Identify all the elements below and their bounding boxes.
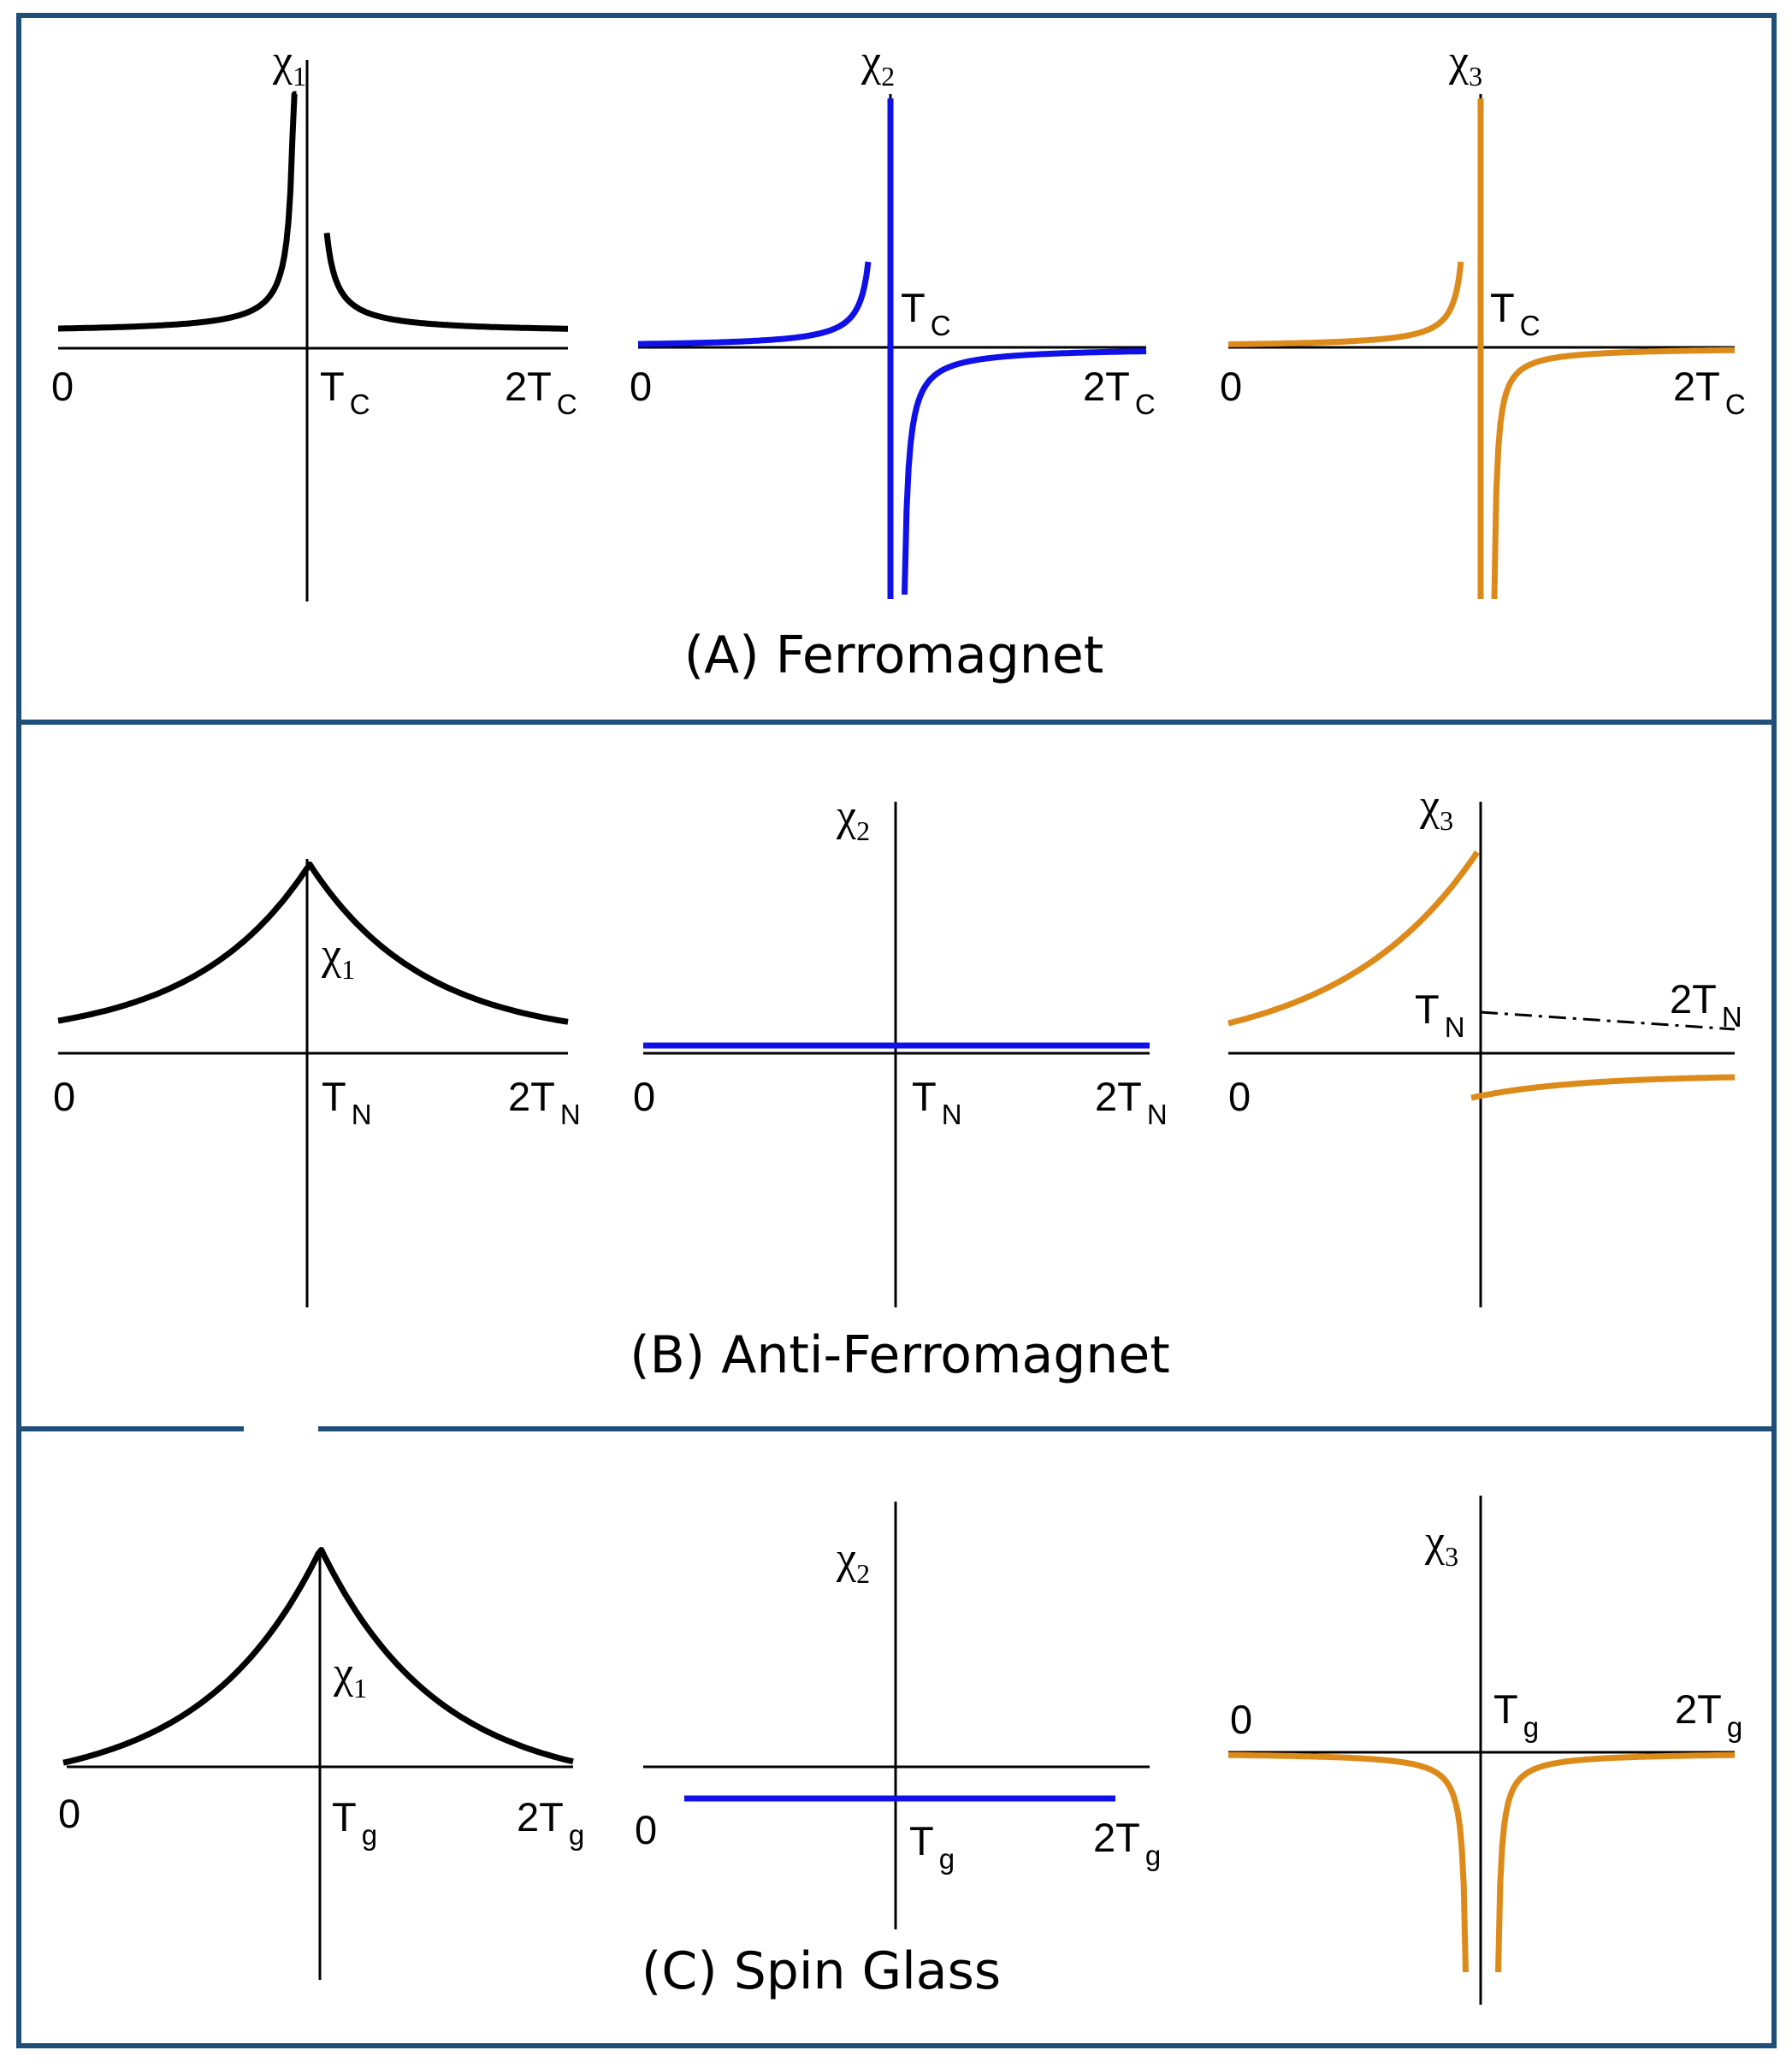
chi1-label: χ1 bbox=[321, 930, 355, 985]
zero-label: 0 bbox=[1220, 364, 1242, 409]
chi2-label: χ2 bbox=[836, 1534, 870, 1589]
two-tg-label: 2T g bbox=[1675, 1686, 1742, 1743]
zero-label: 0 bbox=[1228, 1074, 1251, 1119]
chi3-curve-right bbox=[1491, 347, 1736, 600]
panel-c-title: (C) Spin Glass bbox=[642, 1941, 1001, 2001]
zero-label: 0 bbox=[58, 1791, 80, 1836]
two-tg-label: 2T g bbox=[1093, 1815, 1161, 1871]
chi3-curve-left bbox=[1227, 1751, 1469, 1973]
chi2-label: χ2 bbox=[861, 37, 895, 92]
two-tn-label: 2T N bbox=[508, 1074, 581, 1130]
panel-b-title: (B) Anti-Ferromagnet bbox=[630, 1325, 1170, 1385]
chi1-cusp-curve bbox=[62, 1547, 574, 1766]
dash-dot-reference-line bbox=[1480, 1010, 1736, 1031]
zero-label: 0 bbox=[630, 364, 652, 409]
chi2-curve-left bbox=[636, 261, 872, 347]
chi1-curve-right bbox=[323, 232, 570, 332]
zero-label: 0 bbox=[51, 364, 74, 409]
zero-label: 0 bbox=[53, 1074, 75, 1119]
chi1-label: χ1 bbox=[333, 1649, 367, 1704]
chi3-curve-left bbox=[1227, 850, 1480, 1027]
two-tn-label: 2T N bbox=[1095, 1074, 1168, 1130]
zero-label: 0 bbox=[635, 1807, 657, 1852]
chi3-label: χ3 bbox=[1448, 37, 1482, 92]
chi3-curve-right bbox=[1495, 1751, 1736, 1973]
chi1-cusp-curve bbox=[57, 861, 569, 1025]
two-tn-label: 2T N bbox=[1670, 976, 1742, 1033]
panel-a-border bbox=[16, 13, 1777, 725]
two-tc-label: 2T C bbox=[1083, 364, 1156, 420]
chi2-label: χ2 bbox=[836, 791, 870, 846]
chi3-label: χ3 bbox=[1419, 781, 1453, 836]
panel-a-title: (A) Ferromagnet bbox=[684, 625, 1104, 685]
zero-label: 0 bbox=[1230, 1697, 1252, 1742]
chi3-label: χ3 bbox=[1424, 1517, 1458, 1572]
chi1-label: χ1 bbox=[272, 37, 306, 92]
chi3-curve-right bbox=[1470, 1074, 1736, 1101]
chi1-curve-left bbox=[56, 91, 298, 332]
two-tc-label: 2T C bbox=[1673, 364, 1746, 420]
chi3-curve-left bbox=[1227, 261, 1464, 347]
chi2-curve-right bbox=[902, 348, 1148, 595]
two-tc-label: 2T C bbox=[505, 364, 577, 420]
two-tg-label: 2T g bbox=[517, 1794, 584, 1851]
panel-c-border bbox=[16, 1426, 1777, 2048]
zero-label: 0 bbox=[633, 1074, 655, 1119]
